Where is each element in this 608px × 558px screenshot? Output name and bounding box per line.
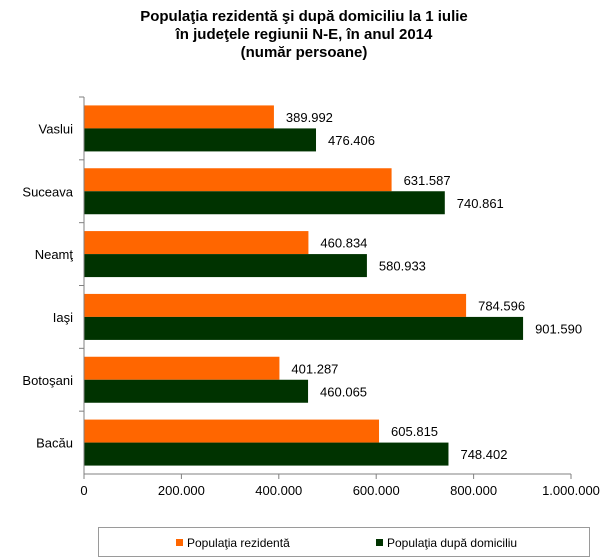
data-label-domicile: 580.933	[379, 259, 426, 274]
chart-legend: Populaţia rezidentă Populaţia după domic…	[98, 527, 590, 557]
x-tick-label: 0	[80, 483, 87, 498]
bar-domicile	[84, 442, 449, 466]
chart-title: Populaţia rezidentă şi după domiciliu la…	[0, 8, 608, 62]
data-label-domicile: 740.861	[457, 196, 504, 211]
data-label-domicile: 476.406	[328, 133, 375, 148]
category-label: Iaşi	[53, 310, 73, 325]
chart-title-line-1: Populaţia rezidentă şi după domiciliu la…	[140, 8, 468, 25]
legend-label-domicile: Populaţia după domiciliu	[387, 536, 518, 550]
bar-resident	[84, 231, 309, 255]
category-label: Bacău	[36, 436, 73, 451]
data-label-domicile: 901.590	[535, 321, 582, 336]
data-label-domicile: 748.402	[460, 447, 507, 462]
data-label-resident: 389.992	[286, 110, 333, 125]
category-label: Neamţ	[35, 247, 74, 262]
category-label: Botoşani	[22, 373, 73, 388]
data-label-domicile: 460.065	[320, 384, 367, 399]
chart-title-line-2: în judeţele regiunii N-E, în anul 2014	[175, 26, 433, 43]
bar-resident	[84, 356, 280, 380]
chart-title-line-3: (număr persoane)	[240, 44, 368, 61]
bar-chart-plot: 389.992 476.406 Vaslui 631.587 740.861 Suceav…	[22, 96, 600, 498]
x-tick-label: 200.000	[158, 483, 205, 498]
data-label-resident: 460.834	[320, 236, 367, 251]
bar-resident	[84, 293, 467, 317]
bar-resident	[84, 105, 274, 129]
bar-domicile	[84, 379, 309, 403]
bar-domicile	[84, 128, 317, 152]
legend-item-resident: Populaţia rezidentă	[176, 537, 290, 549]
bar-resident	[84, 419, 380, 443]
legend-swatch-domicile	[376, 539, 383, 546]
category-label: Suceava	[22, 184, 73, 199]
x-tick-label: 1.000.000	[542, 483, 600, 498]
legend-swatch-resident	[176, 539, 183, 546]
legend-item-domicile: Populaţia după domiciliu	[376, 537, 517, 549]
category-label: Vaslui	[39, 121, 74, 136]
bar-domicile	[84, 254, 367, 278]
bar-domicile	[84, 316, 524, 340]
data-label-resident: 784.596	[478, 298, 525, 313]
bar-domicile	[84, 191, 445, 215]
x-tick-label: 400.000	[255, 483, 302, 498]
data-label-resident: 631.587	[404, 173, 451, 188]
bar-resident	[84, 168, 392, 192]
x-tick-label: 600.000	[353, 483, 400, 498]
legend-label-resident: Populaţia rezidentă	[187, 536, 290, 550]
data-label-resident: 605.815	[391, 424, 438, 439]
x-tick-label: 800.000	[450, 483, 497, 498]
data-label-resident: 401.287	[291, 361, 338, 376]
